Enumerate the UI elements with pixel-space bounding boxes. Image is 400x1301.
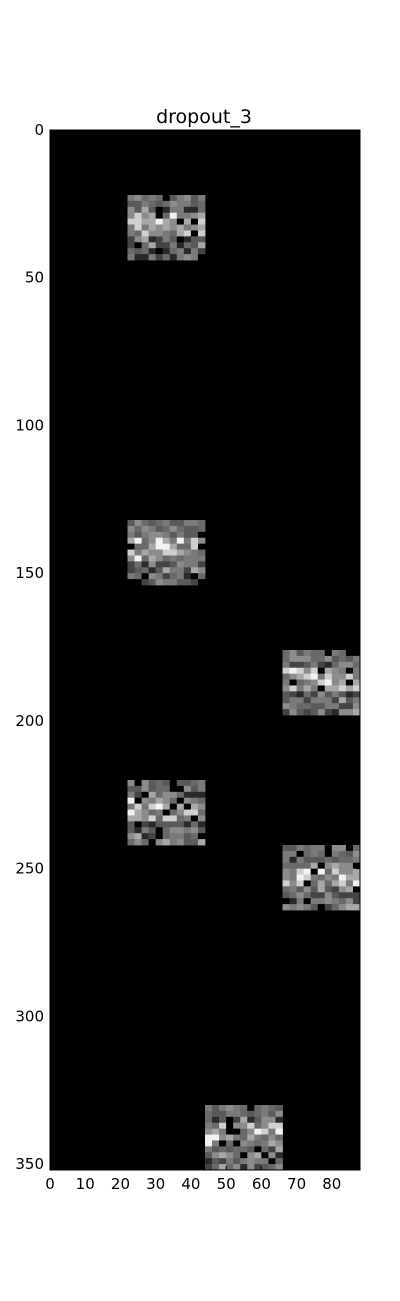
x-tick-label: 60: [252, 1175, 271, 1193]
x-tick-label: 80: [322, 1175, 341, 1193]
y-tick-label: 300: [15, 1007, 44, 1025]
feature-tile: [205, 1105, 283, 1171]
x-tick-label: 0: [45, 1175, 55, 1193]
x-tick-label: 70: [287, 1175, 306, 1193]
x-tick-label: 40: [181, 1175, 200, 1193]
feature-tile: [282, 650, 361, 716]
tiles-layer: [127, 195, 361, 1171]
feature-tile: [127, 780, 206, 846]
y-tick-label: 50: [25, 269, 44, 287]
feature-tile: [127, 195, 206, 261]
x-axis: 0 10 20 30 40 50 60 70 80: [45, 130, 341, 1193]
feature-tile: [127, 520, 206, 586]
x-tick-label: 50: [217, 1175, 236, 1193]
y-tick-label: 200: [15, 712, 44, 730]
feature-tile: [282, 845, 361, 911]
x-tick-label: 10: [76, 1175, 95, 1193]
y-tick-label: 150: [15, 564, 44, 582]
y-tick-label: 0: [34, 121, 44, 139]
y-axis: 0 50 100 150 200 250 300 350: [15, 121, 360, 1173]
y-tick-label: 350: [15, 1155, 44, 1173]
chart-title: dropout_3: [156, 106, 252, 128]
x-tick-label: 30: [146, 1175, 165, 1193]
plot-frame: [49, 129, 361, 1171]
y-tick-label: 250: [15, 860, 44, 878]
y-tick-label: 100: [15, 416, 44, 434]
x-tick-label: 20: [111, 1175, 130, 1193]
